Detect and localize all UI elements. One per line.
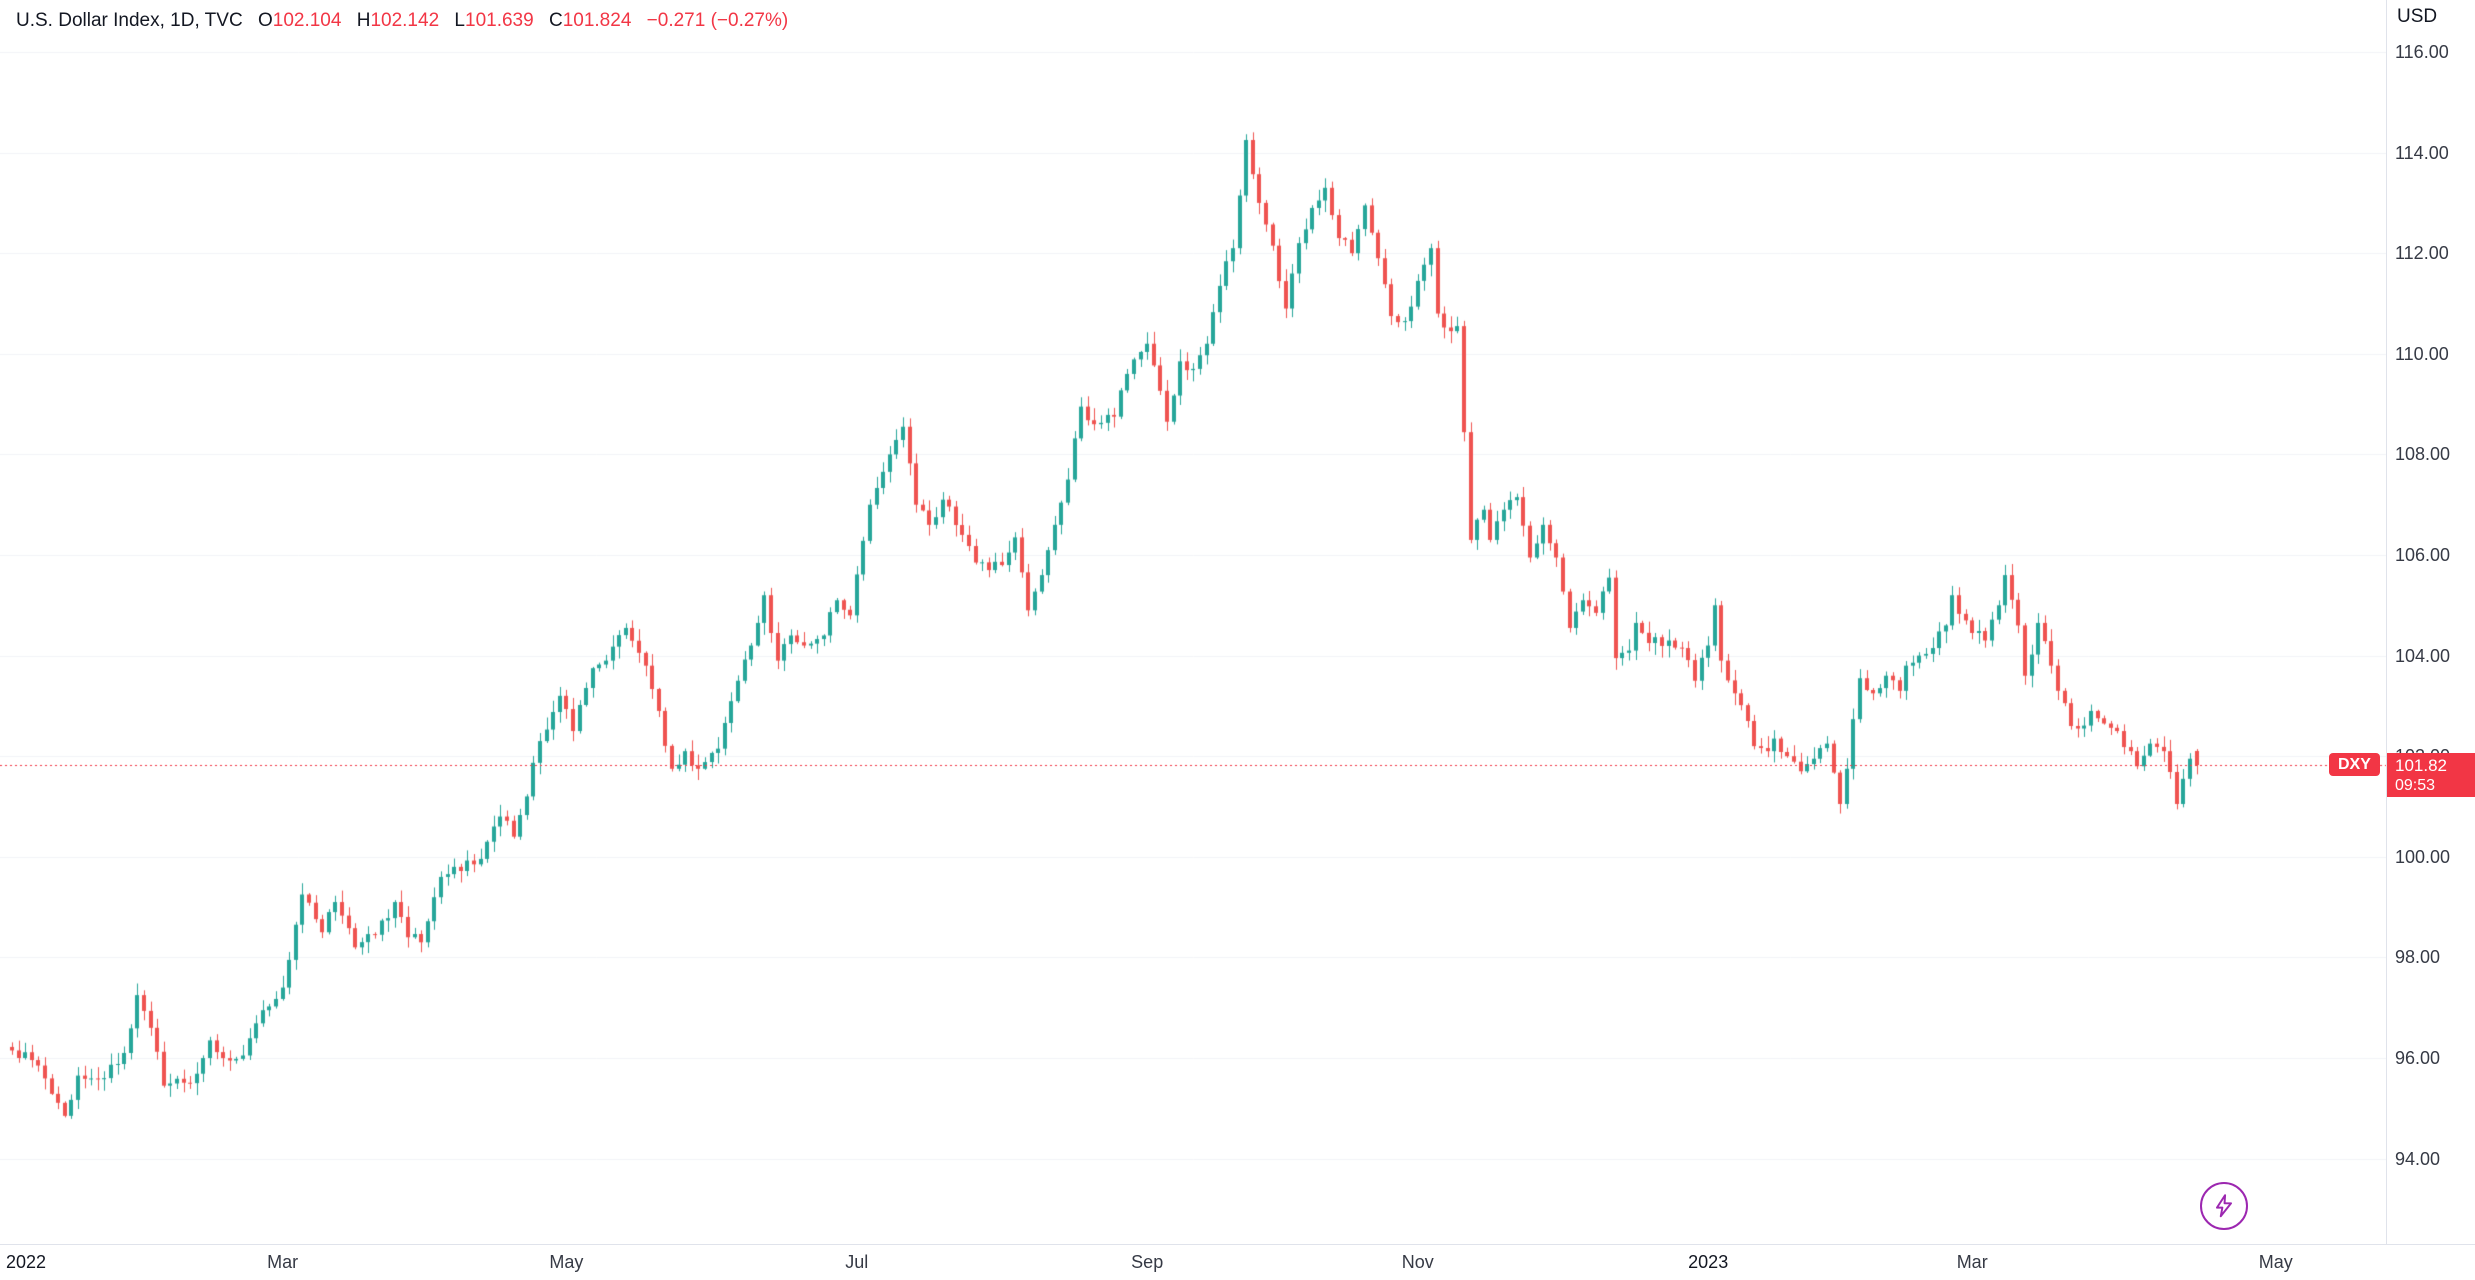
price-axis-label: 100.00 xyxy=(2395,846,2451,867)
price-axis-label: 104.00 xyxy=(2395,645,2451,666)
time-axis-label: Jul xyxy=(845,1252,869,1272)
high-label: H xyxy=(356,10,371,31)
price-axis-label: 96.00 xyxy=(2395,1048,2441,1068)
time-axis-label: Mar xyxy=(267,1252,299,1272)
symbol-price-line-pill[interactable]: DXY xyxy=(2329,753,2380,777)
last-price-tag: 101.82 09:53 xyxy=(2387,753,2475,798)
currency-label[interactable]: USD xyxy=(2397,6,2438,27)
price-axis-label: 116.00 xyxy=(2395,42,2449,62)
quick-trade-button[interactable] xyxy=(2200,1182,2248,1230)
time-axis-label: Sep xyxy=(1131,1252,1164,1272)
time-axis-label: 2023 xyxy=(1688,1252,1729,1272)
symbol-title[interactable]: U.S. Dollar Index, 1D, TVC xyxy=(16,10,243,31)
price-axis-label: 110.00 xyxy=(2395,343,2449,364)
open-label: O xyxy=(257,10,273,31)
low-label: L xyxy=(454,10,465,31)
price-axis[interactable]: USD 101.82 09:53 116.00 114.00 112.00 110.0… xyxy=(2386,0,2475,1245)
price-axis-label: 114.00 xyxy=(2395,142,2449,163)
price-axis-label: 94.00 xyxy=(2395,1148,2441,1169)
bar-countdown: 09:53 xyxy=(2395,777,2436,795)
chart-legend: U.S. Dollar Index, 1D, TVC O102.104 H102… xyxy=(16,10,788,32)
price-axis-label: 112.00 xyxy=(2395,243,2449,264)
change-value: −0.271 (−0.27%) xyxy=(646,10,789,31)
open-value: 102.104 xyxy=(272,10,342,31)
time-axis-label: May xyxy=(2258,1252,2293,1272)
close-value: 101.824 xyxy=(562,10,632,31)
price-axis-label: 98.00 xyxy=(2395,947,2441,968)
time-axis-label: Mar xyxy=(1956,1252,1988,1272)
lightning-icon xyxy=(2215,1194,2233,1218)
price-axis-label: 108.00 xyxy=(2395,444,2451,465)
time-axis-label: 2022 xyxy=(5,1252,47,1272)
high-value: 102.142 xyxy=(370,10,440,31)
time-axis-label: Nov xyxy=(1401,1252,1434,1272)
last-price-value: 101.82 xyxy=(2395,756,2447,776)
low-value: 101.639 xyxy=(465,10,534,31)
time-axis[interactable]: 2022 Mar May Jul Sep Nov 2023 Mar May xyxy=(0,1244,2475,1280)
price-axis-label: 106.00 xyxy=(2395,545,2451,565)
time-axis-label: May xyxy=(549,1252,584,1272)
close-label: C xyxy=(548,10,563,31)
